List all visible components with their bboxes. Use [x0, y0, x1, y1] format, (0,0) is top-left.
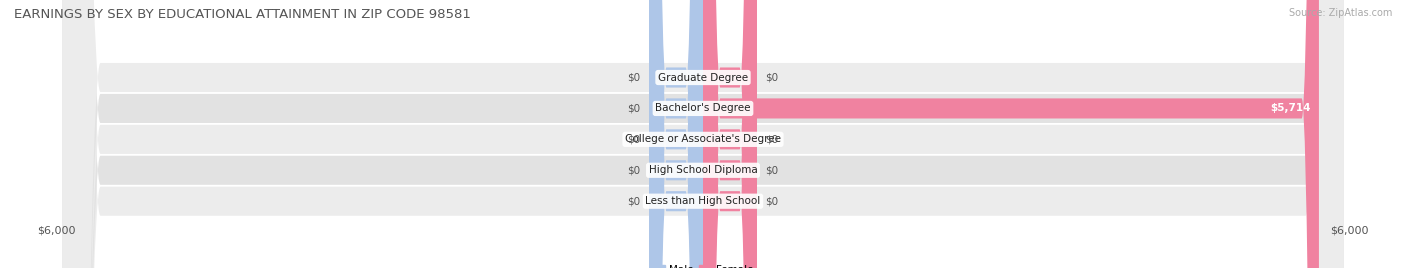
Text: $0: $0	[627, 165, 641, 175]
Text: $0: $0	[627, 73, 641, 83]
Text: Bachelor's Degree: Bachelor's Degree	[655, 103, 751, 113]
FancyBboxPatch shape	[650, 0, 703, 268]
FancyBboxPatch shape	[63, 0, 1343, 268]
FancyBboxPatch shape	[650, 0, 703, 268]
Text: High School Diploma: High School Diploma	[648, 165, 758, 175]
Text: $0: $0	[765, 73, 779, 83]
FancyBboxPatch shape	[703, 0, 1319, 268]
Text: Graduate Degree: Graduate Degree	[658, 73, 748, 83]
Text: Less than High School: Less than High School	[645, 196, 761, 206]
FancyBboxPatch shape	[63, 0, 1343, 268]
Legend: Male, Female: Male, Female	[648, 260, 758, 268]
Text: $0: $0	[627, 103, 641, 113]
FancyBboxPatch shape	[703, 0, 756, 268]
FancyBboxPatch shape	[703, 0, 756, 268]
FancyBboxPatch shape	[703, 0, 756, 268]
Text: EARNINGS BY SEX BY EDUCATIONAL ATTAINMENT IN ZIP CODE 98581: EARNINGS BY SEX BY EDUCATIONAL ATTAINMEN…	[14, 8, 471, 21]
Text: $0: $0	[765, 165, 779, 175]
Text: College or Associate's Degree: College or Associate's Degree	[626, 134, 780, 144]
Text: $0: $0	[765, 196, 779, 206]
FancyBboxPatch shape	[63, 0, 1343, 268]
Text: $0: $0	[627, 196, 641, 206]
FancyBboxPatch shape	[650, 0, 703, 268]
Text: Source: ZipAtlas.com: Source: ZipAtlas.com	[1288, 8, 1392, 18]
Text: $5,714: $5,714	[1270, 103, 1310, 113]
Text: $0: $0	[627, 134, 641, 144]
FancyBboxPatch shape	[63, 0, 1343, 268]
FancyBboxPatch shape	[650, 0, 703, 268]
FancyBboxPatch shape	[63, 0, 1343, 268]
FancyBboxPatch shape	[703, 0, 756, 268]
Text: $0: $0	[765, 134, 779, 144]
FancyBboxPatch shape	[650, 0, 703, 268]
